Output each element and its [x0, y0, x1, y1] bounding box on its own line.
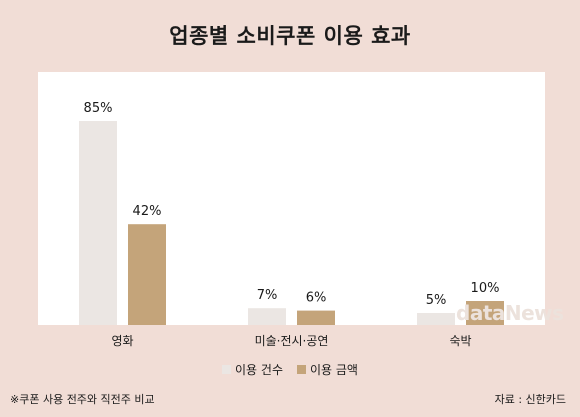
bar-0-1: [128, 224, 166, 325]
legend-swatch-count: [222, 365, 232, 374]
data-label-2-1: 10%: [471, 281, 500, 296]
footnote: ※쿠폰 사용 전주와 직전주 비교: [10, 393, 155, 406]
data-label-0-0: 85%: [84, 101, 113, 116]
legend-label-amount: 이용 금액: [310, 363, 358, 377]
bar-2-0: [417, 313, 455, 325]
category-label-0: 영화: [111, 334, 133, 348]
bar-0-0: [79, 121, 117, 325]
category-label-2: 숙박: [449, 334, 471, 348]
source-credit: 자료 : 신한카드: [494, 393, 566, 406]
data-label-0-1: 42%: [133, 204, 162, 219]
watermark-logo: dataNews: [456, 301, 564, 325]
plot-area: [38, 72, 545, 325]
legend-item-amount: 이용 금액: [297, 361, 358, 378]
bar-1-1: [297, 310, 335, 325]
legend: 이용 건수 이용 금액: [0, 361, 580, 378]
bar-2-1: [466, 301, 504, 325]
category-label-1: 미술·전시·공연: [255, 334, 329, 348]
legend-item-count: 이용 건수: [222, 361, 283, 378]
legend-label-count: 이용 건수: [235, 363, 283, 377]
chart-title: 업종별 소비쿠폰 이용 효과: [169, 24, 411, 48]
data-label-2-0: 5%: [426, 293, 447, 308]
legend-swatch-amount: [297, 365, 306, 374]
data-label-1-0: 7%: [257, 288, 278, 303]
data-label-1-1: 6%: [306, 291, 327, 306]
bar-1-0: [248, 308, 286, 325]
